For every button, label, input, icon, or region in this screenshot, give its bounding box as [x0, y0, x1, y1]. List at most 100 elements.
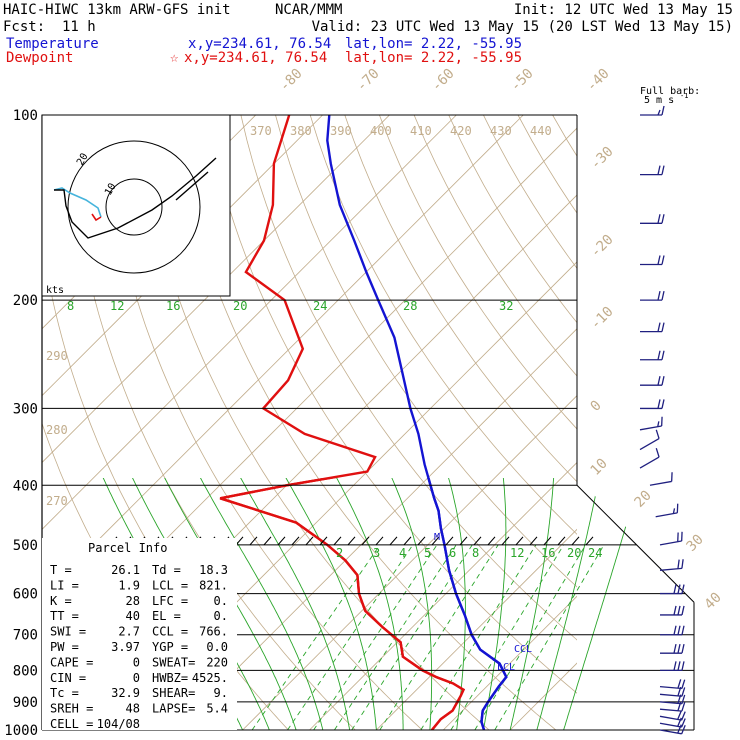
hatch-mark [585, 536, 594, 546]
theta-label: 430 [490, 124, 512, 138]
wind-barb-feather [657, 421, 660, 427]
fcst-label: Fcst: [3, 19, 45, 35]
wind-barb-shaft [639, 438, 660, 451]
mixing-ratio-label: 16 [166, 299, 180, 313]
hatch-mark [515, 536, 524, 546]
parcel-info-cell: CIN = [50, 671, 86, 685]
wind-barb [660, 661, 685, 672]
wind-barb [640, 255, 665, 266]
barb-legend-units: 5 m s [644, 95, 674, 106]
isotherm-label: 40 [702, 590, 725, 613]
mixing-ratio-line [379, 544, 499, 730]
hatch-mark [543, 536, 552, 546]
wind-barb-feather [657, 350, 661, 360]
parcel-info-cell: 104/08 [97, 717, 140, 731]
moist-adiabat [247, 478, 377, 730]
temperature-latlon: lat,lon= 2.22, -55.95 [345, 36, 522, 52]
mixing-ratio-label: 28 [403, 299, 417, 313]
wind-barb-shaft [659, 567, 682, 571]
theta-label: 390 [330, 124, 352, 138]
moist-adiabat [563, 478, 659, 730]
wind-barb-feather [681, 718, 686, 728]
wind-barb [660, 644, 685, 654]
wind-barb [649, 472, 673, 486]
parcel-info-cell: LAPSE= [152, 702, 195, 716]
wind-barb-feather [661, 214, 665, 224]
hodograph-ring-label: 10 [103, 182, 119, 198]
dry-adiabat [657, 115, 740, 730]
parcel-info-cell: LCL = [152, 578, 188, 592]
wind-barb-feather [681, 694, 686, 704]
wind-barb-feather [681, 644, 685, 654]
parcel-info-cell: PW = [50, 640, 79, 654]
hodograph-trace-start [91, 213, 102, 222]
wind-barb-feather [657, 399, 661, 409]
wind-barb-feather [681, 702, 686, 712]
mixing-ratio-label: 2 [336, 546, 343, 560]
hodograph-trace [54, 157, 217, 239]
dry-adiabat [344, 115, 577, 483]
mixing-ratio-label: 8 [67, 299, 74, 313]
isotherm-line [42, 115, 390, 464]
parcel-info-cell: 18.3 [199, 563, 228, 577]
wind-barb [640, 214, 665, 224]
hatch-mark [403, 536, 412, 546]
moist-adiabat [165, 478, 324, 730]
mixing-ratio-label: 8 [472, 546, 479, 560]
parcel-info-cell: CELL = [50, 717, 93, 731]
wind-barbs [639, 105, 686, 735]
pressure-tick-label: 400 [13, 478, 38, 494]
dewpoint-latlon: lat,lon= 2.22, -55.95 [345, 50, 522, 66]
dry-adiabat [622, 115, 740, 730]
wind-barb-feather [661, 165, 665, 175]
dry-adiabat [275, 115, 577, 588]
hatch-mark [375, 536, 384, 546]
pressure-axis: 100 200 300 400 500 600 700 800 900 1000 [4, 108, 38, 739]
hatch-mark [305, 536, 314, 546]
isotherm-line [376, 528, 577, 730]
theta-label: 280 [46, 423, 68, 437]
hatch-mark [529, 536, 538, 546]
hodograph-ring-outer [67, 140, 201, 274]
wind-barb-feather [677, 605, 681, 616]
parcel-info-cell: 32.9 [111, 686, 140, 700]
theta-label: 420 [450, 124, 472, 138]
pressure-tick-label: 1000 [4, 723, 38, 739]
parcel-info-cell: 26.1 [111, 563, 140, 577]
hatch-mark [431, 536, 440, 546]
mixing-ratio-line [287, 544, 414, 730]
wind-barb [659, 710, 686, 721]
moist-adiabat [203, 478, 351, 730]
wind-barb-feather [677, 625, 681, 635]
mixing-ratio-label: 16 [541, 546, 555, 560]
parcel-info-cell: 0. [214, 609, 228, 623]
wind-barb [660, 584, 685, 595]
wind-barb-feather [661, 105, 665, 116]
pressure-tick-label: 600 [13, 587, 38, 603]
mixing-ratio-line [313, 544, 438, 730]
parcel-info-cell: 5.4 [206, 702, 228, 716]
dry-adiabat [726, 115, 740, 730]
wind-barb [640, 322, 665, 333]
wind-barb-feather [655, 448, 660, 458]
pressure-tick-label: 200 [13, 293, 38, 309]
dry-adiabat [136, 115, 490, 730]
wind-barb-feather [657, 109, 661, 116]
hatch-mark [473, 536, 482, 546]
isotherm-line [175, 328, 577, 730]
right-axis-skew [576, 484, 695, 603]
parcel-info-cell: SWEAT= [152, 655, 195, 669]
moist-adiabat [298, 478, 404, 730]
isotherm-label: 30 [684, 532, 707, 555]
isotherm-label: -70 [354, 66, 383, 95]
temperature-line-upper [326, 115, 508, 730]
wind-barb-feather [673, 644, 677, 654]
dry-adiabat [101, 115, 423, 730]
wind-barb-feather [681, 584, 685, 594]
mixing-ratio-line [420, 544, 537, 730]
mixing-ratio-label: 20 [233, 299, 247, 313]
wind-barb-shaft [639, 456, 660, 469]
parcel-info-cell: 40 [126, 609, 140, 623]
parcel-info-cell: YGP = [152, 640, 188, 654]
